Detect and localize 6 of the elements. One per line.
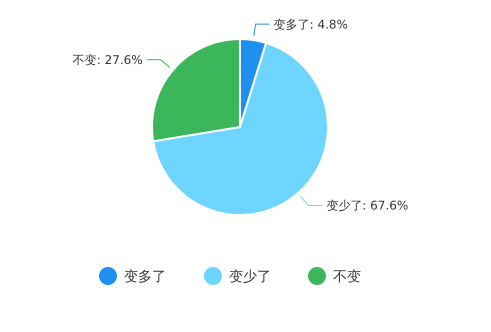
legend-label: 不变	[333, 268, 361, 285]
legend-label: 变少了	[229, 268, 271, 285]
legend-label: 变多了	[124, 268, 166, 285]
data-label: 变少了: 67.6%	[326, 198, 408, 213]
data-label: 不变: 27.6%	[72, 52, 143, 67]
data-label: 变多了: 4.8%	[274, 17, 348, 32]
